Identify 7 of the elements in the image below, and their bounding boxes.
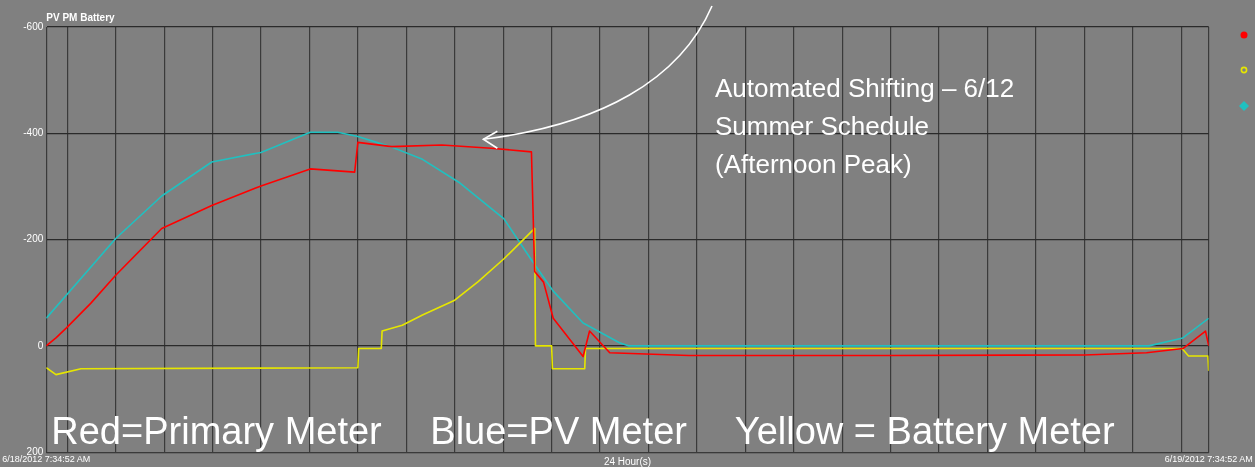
y-tick-label: -600 [23,20,44,32]
x-tick-label: 6/19/2012 7:34:52 AM [1164,454,1253,465]
chart-title: PV PM Battery [46,12,116,23]
y-tick-label: -200 [23,233,44,245]
y-tick-label: 0 [37,339,44,351]
x-axis-title: 24 Hour(s) [603,456,652,467]
y-tick-label: -400 [23,127,44,139]
